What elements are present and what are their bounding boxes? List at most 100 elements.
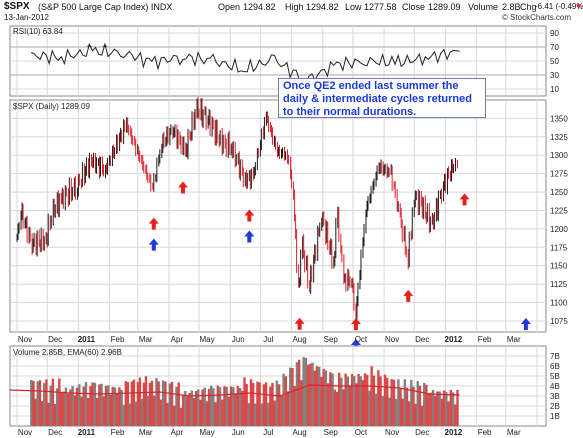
volume-bar	[155, 378, 158, 426]
rsi-title: RSI(10) 63.84	[13, 27, 63, 36]
volume-bar	[282, 373, 285, 426]
volume-bar	[32, 380, 35, 426]
volume-bar	[115, 393, 119, 426]
volume-bar	[289, 367, 292, 426]
volume-bar	[175, 386, 178, 426]
volume-bar	[102, 396, 105, 426]
volume-bar	[363, 373, 367, 426]
volume-bar	[372, 375, 376, 426]
blue-arrow-icon	[520, 318, 531, 330]
volume-bar	[454, 404, 457, 426]
volume-bar	[170, 381, 174, 426]
volume-bar	[284, 376, 288, 426]
open-value: 1294.82	[243, 2, 276, 12]
volume-bar	[40, 400, 44, 426]
volume-bar	[302, 357, 305, 426]
volume-bar	[34, 398, 37, 426]
volume-bar	[53, 403, 57, 426]
volume-bar	[73, 395, 77, 426]
volume-title: Volume 2.85B, EMA(60) 2.96B	[13, 348, 122, 357]
volume-bar	[304, 357, 308, 426]
volume-bar	[318, 366, 321, 426]
up-arrow-icon	[350, 318, 361, 330]
rsi-tick-label: 50	[550, 57, 559, 66]
volume-bar	[335, 391, 339, 426]
volume-bar	[361, 380, 365, 426]
volume-bar	[337, 372, 341, 426]
volume-bar	[181, 395, 185, 426]
volume-bar	[416, 381, 419, 426]
volume-bar	[243, 377, 246, 426]
low-label: Low	[345, 2, 362, 12]
volume-bar	[36, 381, 39, 426]
volume-bar	[221, 399, 224, 426]
volume-bar	[71, 386, 74, 426]
up-arrow-icon	[177, 181, 188, 194]
volume-bar	[205, 401, 209, 426]
volume-bar	[89, 386, 92, 426]
volume-tick-label: 2B	[550, 402, 560, 411]
volume-bar	[118, 387, 121, 426]
price-tick-label: 1125	[550, 280, 568, 289]
volume-bar	[429, 392, 432, 426]
volume-x-tick-label: Jul	[263, 428, 273, 437]
volume-bar	[245, 383, 248, 426]
volume-bar	[293, 386, 296, 426]
volume-x-tick-label: May	[199, 428, 214, 437]
volume-bar	[55, 388, 59, 426]
volume-bar	[423, 382, 426, 426]
volume-bar	[442, 390, 446, 426]
blue-arrow-icon	[148, 238, 159, 251]
volume-bar	[201, 389, 204, 426]
volume-bar	[38, 380, 42, 426]
volume-bar	[410, 379, 413, 426]
volume-bar	[207, 388, 211, 426]
volume-bar	[60, 392, 63, 426]
volume-x-tick-label: Mar	[139, 428, 153, 437]
volume-bar	[126, 382, 130, 426]
volume-bar	[269, 386, 272, 426]
price-x-tick-label: 2012	[445, 335, 463, 344]
chart-date: 13-Jan-2012	[4, 13, 49, 22]
price-tick-label: 1175	[550, 243, 568, 252]
volume-bar	[342, 389, 345, 426]
volume-bar	[173, 405, 176, 426]
volume-bar	[179, 407, 183, 426]
volume-bar	[280, 396, 283, 426]
volume-bar	[333, 389, 337, 426]
volume-bar	[164, 381, 167, 426]
volume-tick-label: 1B	[550, 412, 560, 421]
price-tick-label: 1150	[550, 262, 568, 271]
volume-bar	[43, 383, 46, 426]
volume-bar	[260, 403, 263, 426]
volume-x-tick-label: Feb	[478, 428, 492, 437]
volume-bar	[407, 401, 411, 426]
price-x-tick-label: Jul	[263, 335, 273, 344]
volume-bar	[451, 392, 455, 426]
volume-bar	[425, 384, 428, 426]
volume-bar	[346, 376, 350, 426]
volume-bar	[286, 391, 290, 426]
volume-bar	[109, 394, 112, 426]
volume-bar	[87, 397, 90, 426]
up-arrow-icon	[148, 217, 159, 230]
volume-bar	[238, 388, 242, 426]
volume-bar	[188, 393, 191, 426]
volume-bar	[403, 379, 407, 426]
volume-bar	[350, 374, 354, 426]
volume-bar	[431, 390, 435, 426]
volume-tick-label: 4B	[550, 382, 560, 391]
symbol: $SPX	[4, 1, 30, 12]
volume-bar	[95, 398, 99, 426]
price-x-tick-label: Dec	[415, 335, 429, 344]
volume-bar	[146, 395, 150, 426]
volume-bar	[273, 400, 276, 426]
volume-bar	[241, 390, 244, 426]
volume-bar	[75, 387, 79, 426]
chg-value: -6.41 (-0.49%)	[535, 2, 583, 11]
volume-bar	[49, 385, 52, 426]
volume-bar	[331, 373, 334, 426]
low-value: 1277.58	[364, 2, 397, 12]
volume-bar	[262, 384, 266, 426]
volume-bar	[247, 403, 251, 426]
